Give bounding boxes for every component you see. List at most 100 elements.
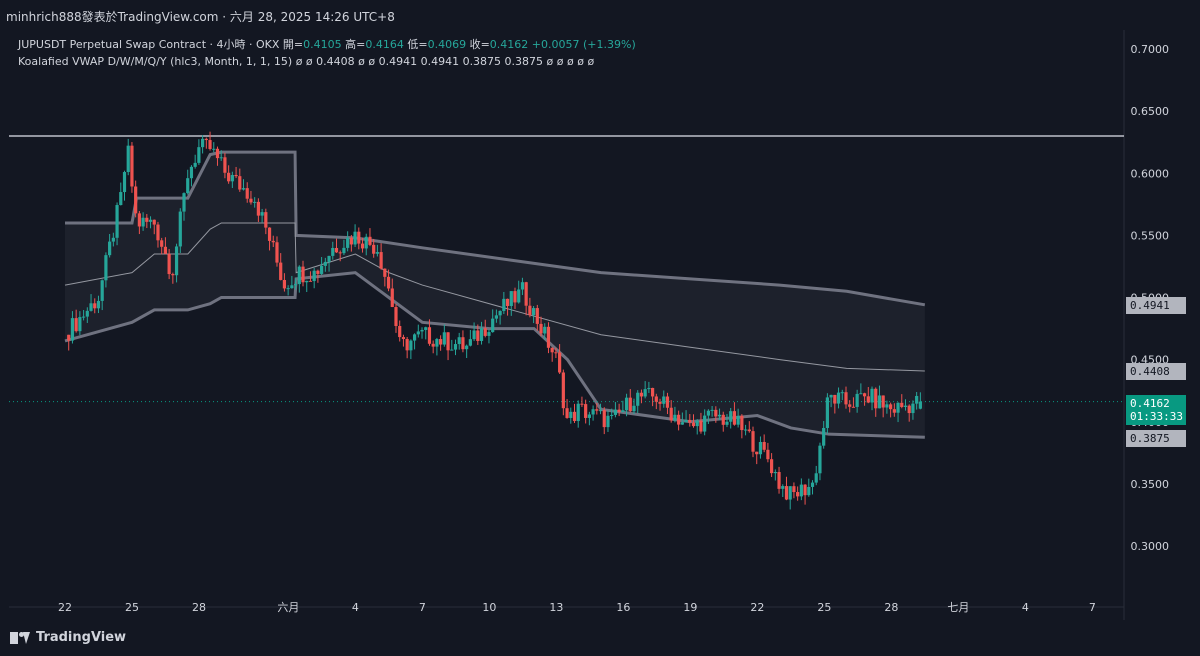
candle-body (796, 492, 800, 497)
vwap-lower-band (64, 271, 925, 439)
x-tick-label: 7 (419, 601, 426, 614)
candle-body (427, 327, 432, 344)
chart-frame[interactable]: 0.30000.35000.40000.45000.50000.55000.60… (9, 30, 1190, 620)
candle-body (219, 157, 223, 159)
candle-body (308, 280, 313, 282)
candle-body (662, 396, 666, 404)
candle-body (851, 406, 856, 408)
candle-body (624, 397, 629, 411)
legend-high-label: 高= (345, 38, 366, 51)
candle-body (717, 414, 722, 417)
candle-body (825, 397, 829, 428)
candle-body (732, 411, 737, 425)
candle-body (368, 236, 372, 245)
candle-body (903, 405, 908, 407)
candle-body (691, 422, 696, 427)
candle-body (658, 401, 662, 404)
legend-indicator-values: ø ø 0.4408 ø ø 0.4941 0.4941 0.3875 0.38… (295, 55, 595, 68)
candle-body (595, 409, 599, 411)
candle-body (911, 403, 915, 414)
legend-low-label: 低= (407, 38, 428, 51)
tradingview-logo[interactable]: TradingView (10, 630, 126, 645)
y-tick-label: 0.6000 (1131, 167, 1170, 180)
candle-body (249, 198, 253, 203)
candle-body (201, 138, 205, 148)
candle-body (915, 395, 919, 404)
candle-body (755, 451, 759, 455)
candle-body (788, 486, 792, 500)
candle-body (491, 318, 495, 333)
candle-body (115, 205, 119, 238)
candle-body (877, 395, 882, 409)
candle-body (792, 486, 796, 493)
candle-body (245, 188, 249, 199)
candle-body (334, 247, 339, 253)
candle-body (688, 419, 692, 423)
candle-body (349, 237, 353, 245)
candle-body (126, 145, 130, 173)
candle-body (424, 327, 428, 330)
candle-body (74, 318, 78, 332)
x-tick-label: 4 (1022, 601, 1029, 614)
candle-body (836, 392, 841, 404)
candle-body (762, 441, 766, 450)
x-tick-label: 七月 (947, 601, 969, 614)
candle-body (446, 332, 450, 351)
candle-body (431, 343, 435, 347)
candle-body (439, 339, 443, 345)
candle-body (160, 240, 164, 247)
candle-body (576, 403, 580, 422)
candle-body (546, 326, 551, 348)
legend-low-value: 0.4069 (427, 38, 467, 51)
candle-body (346, 237, 350, 248)
legend-change: +0.0057 (+1.39%) (531, 38, 636, 51)
candle-body (740, 415, 744, 431)
candle-body (316, 270, 320, 274)
x-tick-label: 7 (1089, 601, 1096, 614)
candle-body (528, 305, 532, 316)
vwap-upper-band (65, 150, 926, 307)
legend-indicator-name[interactable]: Koalafied VWAP D/W/M/Q/Y (hlc3, Month, 1… (18, 55, 293, 68)
candle-body (535, 308, 539, 324)
candle-body (96, 300, 101, 309)
candle-body (375, 252, 379, 254)
x-tick-label: 28 (884, 601, 898, 614)
candle-body (550, 347, 554, 353)
vwap-band-fill (65, 152, 925, 438)
candle-body (174, 246, 179, 276)
candle-body (807, 486, 811, 496)
legend-symbol-row: JUPUSDT Perpetual Swap Contract · 4小時 · … (18, 36, 636, 53)
candle-body (253, 201, 257, 203)
candlestick-chart[interactable]: 0.30000.35000.40000.45000.50000.55000.60… (9, 30, 1190, 620)
footer-bar (0, 624, 1200, 656)
x-tick-label: 22 (750, 601, 764, 614)
candle-body (665, 396, 670, 408)
candle-body (736, 415, 740, 425)
candle-body (810, 482, 815, 487)
candle-body (171, 274, 175, 276)
candle-body (885, 404, 889, 408)
candle-body (104, 255, 108, 281)
candle-body (558, 352, 562, 373)
candle-body (591, 409, 595, 415)
candle-body (215, 148, 220, 159)
candle-body (134, 186, 138, 214)
candle-body (784, 486, 789, 500)
candle-body (468, 339, 472, 346)
candle-body (773, 472, 777, 474)
candle-body (327, 255, 331, 262)
candle-body (862, 393, 867, 397)
x-tick-label: 13 (549, 601, 563, 614)
candle-body (264, 212, 268, 228)
candle-body (137, 213, 141, 227)
x-tick-label: 16 (616, 601, 630, 614)
candle-body (684, 419, 688, 423)
candle-body (639, 392, 644, 397)
candle-body (186, 178, 190, 194)
candle-body (282, 279, 287, 289)
candle-body (305, 280, 309, 283)
candle-body (539, 323, 543, 334)
candle-body (650, 387, 655, 397)
candle-body (286, 288, 290, 290)
candle-body (587, 414, 591, 418)
